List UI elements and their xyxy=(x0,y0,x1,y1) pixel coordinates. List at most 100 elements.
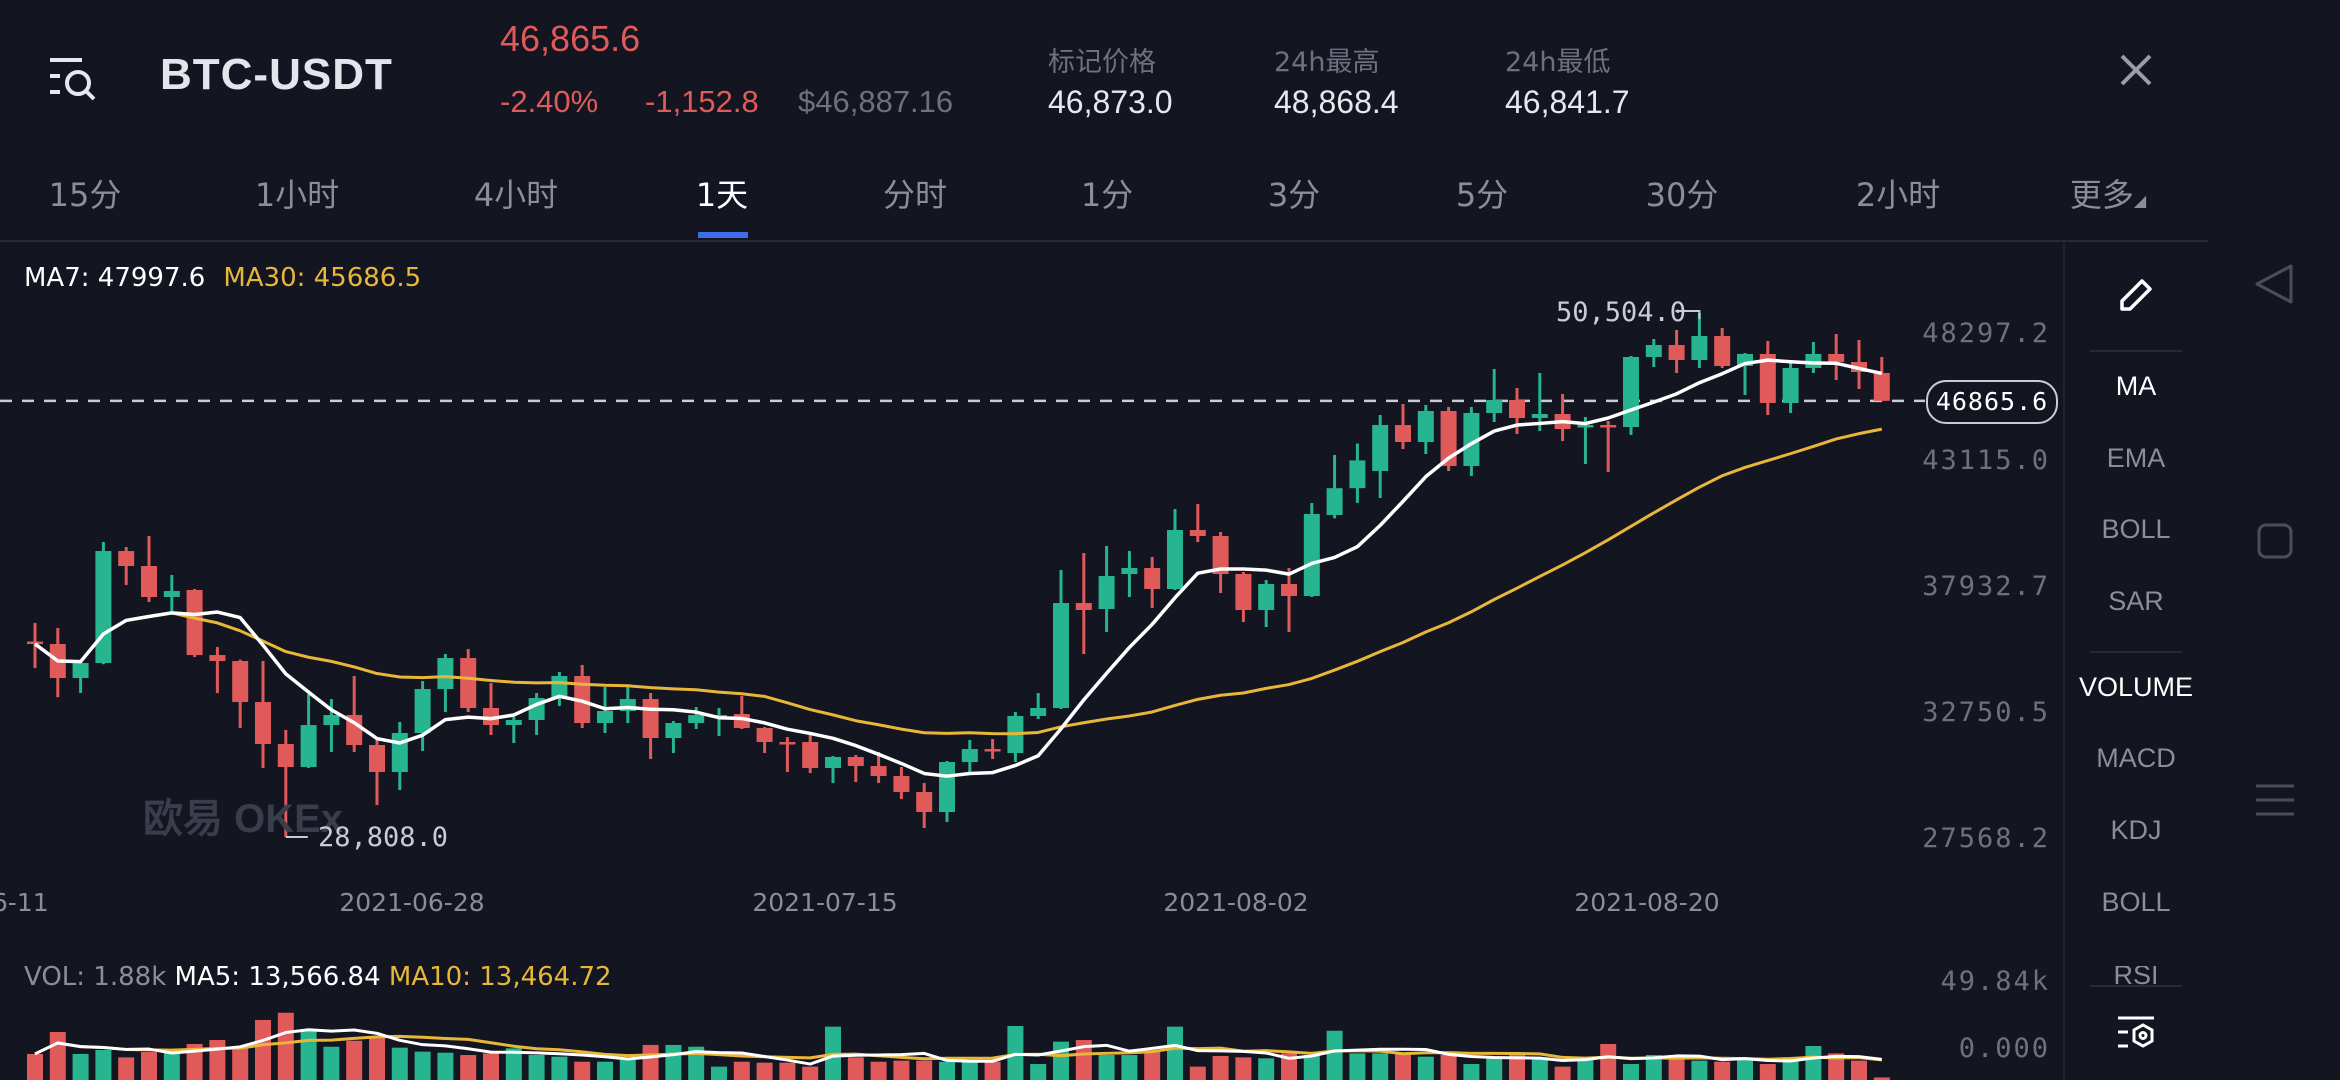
candle-down xyxy=(277,744,294,768)
tab-1h[interactable]: 1小时 xyxy=(254,176,340,214)
volume-bar xyxy=(1645,1055,1662,1080)
candle-down xyxy=(916,792,933,813)
volume-bar xyxy=(1577,1059,1594,1080)
candle-up xyxy=(1372,425,1389,472)
vol-y-tick: 0.000 xyxy=(1958,1033,2050,1064)
side-panel-divider xyxy=(2063,242,2065,1080)
tab-3m[interactable]: 3分 xyxy=(1267,176,1321,214)
indicator-boll-sub[interactable]: BOLL xyxy=(2101,887,2171,917)
okex-watermark: 欧易 OKEx xyxy=(143,797,344,841)
indicator-rsi[interactable]: RSI xyxy=(2113,966,2159,986)
candle-up xyxy=(1053,603,1069,709)
ma7-line xyxy=(33,358,1883,778)
volume-bar xyxy=(232,1046,249,1080)
volume-bar xyxy=(209,1040,226,1080)
candle-up xyxy=(1645,344,1662,358)
candle-up xyxy=(688,715,705,724)
tab-15m[interactable]: 15分 xyxy=(48,176,122,214)
candle-down xyxy=(779,742,796,745)
volume-bar xyxy=(437,1052,454,1080)
tab-1m[interactable]: 1分 xyxy=(1080,176,1134,214)
candle-down xyxy=(483,708,499,726)
home-icon[interactable] xyxy=(2256,522,2294,564)
vol-ma5-legend: MA5: 13,566.84 xyxy=(174,962,381,992)
volume-bar xyxy=(665,1044,682,1080)
tab-30m[interactable]: 30分 xyxy=(1645,176,1719,214)
tab-more[interactable]: 更多◢ xyxy=(2070,170,2146,216)
tab-4h[interactable]: 4小时 xyxy=(473,176,559,214)
indicator-volume[interactable]: VOLUME xyxy=(2078,672,2194,702)
volume-bar xyxy=(1782,1059,1799,1080)
symbol-title[interactable]: BTC-USDT xyxy=(160,50,393,99)
x-tick: 2021-08-02 xyxy=(1163,888,1309,917)
volume-bar xyxy=(1303,1055,1320,1080)
indicator-macd[interactable]: MACD xyxy=(2096,743,2176,773)
recents-icon[interactable] xyxy=(2256,782,2294,822)
volume-bar xyxy=(1167,1026,1183,1080)
volume-bar xyxy=(1326,1030,1343,1080)
volume-bar xyxy=(1623,1064,1639,1080)
candle-down xyxy=(1668,344,1685,360)
volume-bar xyxy=(870,1061,887,1080)
volume-bar xyxy=(1691,1060,1708,1080)
tab-1d[interactable]: 1天 xyxy=(695,176,749,214)
candle-down xyxy=(1600,425,1617,428)
volume-bar xyxy=(1600,1043,1617,1080)
candle-down xyxy=(893,776,910,793)
tab-timeshare[interactable]: 分时 xyxy=(882,176,948,214)
candle-down xyxy=(642,699,659,739)
indicator-ema[interactable]: EMA xyxy=(2106,443,2166,473)
candle-down xyxy=(1144,568,1161,590)
candle-up xyxy=(505,720,522,726)
volume-bar xyxy=(163,1052,180,1080)
pencil-icon[interactable] xyxy=(2116,275,2156,319)
usd-price: $46,887.16 xyxy=(798,84,954,119)
volume-bar xyxy=(1189,1066,1206,1080)
indicator-boll[interactable]: BOLL xyxy=(2101,514,2171,544)
volume-bar xyxy=(733,1061,750,1080)
volume-bar xyxy=(1235,1057,1252,1080)
volume-bar xyxy=(961,1061,978,1080)
volume-bar xyxy=(1075,1040,1092,1080)
volume-bar xyxy=(1873,1077,1890,1080)
indicator-settings-icon[interactable] xyxy=(2116,1014,2156,1058)
24h-low-value: 46,841.7 xyxy=(1505,84,1630,120)
high-annotation-line xyxy=(1675,310,1701,319)
y-tick: 32750.5 xyxy=(1922,697,2050,728)
volume-bar xyxy=(893,1060,910,1080)
indicator-kdj[interactable]: KDJ xyxy=(2110,815,2162,845)
candle-down xyxy=(1440,411,1457,467)
candlestick-chart[interactable] xyxy=(0,0,2062,1080)
mark-price-label: 标记价格 xyxy=(1048,47,1156,78)
volume-bar xyxy=(72,1053,89,1080)
high-annotation: 50,504.0 xyxy=(1556,297,1687,328)
candle-down xyxy=(802,742,819,769)
low-annotation: 28,808.0 xyxy=(318,822,449,853)
candle-down xyxy=(1189,530,1206,537)
y-tick: 43115.0 xyxy=(1922,445,2050,476)
candle-down xyxy=(1235,574,1252,611)
candle-down xyxy=(847,757,864,767)
current-price-pill[interactable]: 46865.6 xyxy=(1926,380,2058,424)
mark-price-value: 46,873.0 xyxy=(1048,84,1173,120)
last-price: 46,865.6 xyxy=(500,18,641,59)
ma7-legend: MA7: 47997.6 xyxy=(24,263,206,293)
indicator-ma[interactable]: MA xyxy=(2115,371,2157,401)
x-tick: 2021-07-15 xyxy=(752,888,898,917)
candle-up xyxy=(1326,488,1343,515)
volume-bar xyxy=(1531,1058,1548,1080)
candle-down xyxy=(756,728,773,743)
x-tick: 2021-06-28 xyxy=(339,888,485,917)
close-icon[interactable] xyxy=(2116,50,2156,90)
side-separator xyxy=(2090,651,2182,653)
back-icon[interactable] xyxy=(2253,262,2297,310)
menu-search-icon[interactable] xyxy=(48,56,100,102)
tab-2h[interactable]: 2小时 xyxy=(1855,176,1941,214)
candle-down xyxy=(460,658,477,709)
tab-5m[interactable]: 5分 xyxy=(1455,176,1509,214)
candle-up xyxy=(414,689,431,734)
candle-up xyxy=(1463,413,1480,467)
indicator-sar[interactable]: SAR xyxy=(2108,586,2164,616)
volume-bar xyxy=(1281,1053,1297,1080)
candle-up xyxy=(391,733,408,773)
